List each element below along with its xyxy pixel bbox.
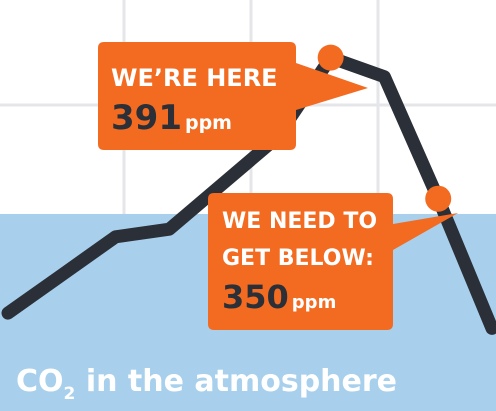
callout-target-unit: ppm [292, 292, 337, 313]
callout-target: WE NEED TO GET BELOW: 350 ppm [208, 193, 458, 330]
callout-current-unit: ppm [185, 112, 232, 134]
target-level-point [425, 185, 452, 212]
callout-target-value: 350 [222, 278, 289, 316]
caption-prefix: CO [16, 364, 64, 399]
co2-series-line [1, 51, 496, 335]
callout-current: WE’RE HERE 391 ppm [98, 42, 368, 150]
highlight-points [317, 44, 452, 212]
current-level-point [317, 44, 344, 71]
callout-current-reading: 391 ppm [111, 98, 232, 138]
callout-target-reading: 350 ppm [222, 278, 336, 316]
callout-target-heading-line2: GET BELOW: [222, 246, 374, 271]
caption-suffix: in the atmosphere [75, 364, 397, 399]
callout-target-bubble [208, 193, 458, 330]
caption-subscript: 2 [64, 384, 76, 404]
chart-caption: CO2 in the atmosphere [16, 364, 397, 404]
callout-current-bubble [98, 42, 368, 150]
callout-current-heading: WE’RE HERE [111, 64, 278, 92]
callout-target-heading-line1: WE NEED TO [222, 209, 377, 234]
callout-current-value: 391 [111, 98, 182, 138]
